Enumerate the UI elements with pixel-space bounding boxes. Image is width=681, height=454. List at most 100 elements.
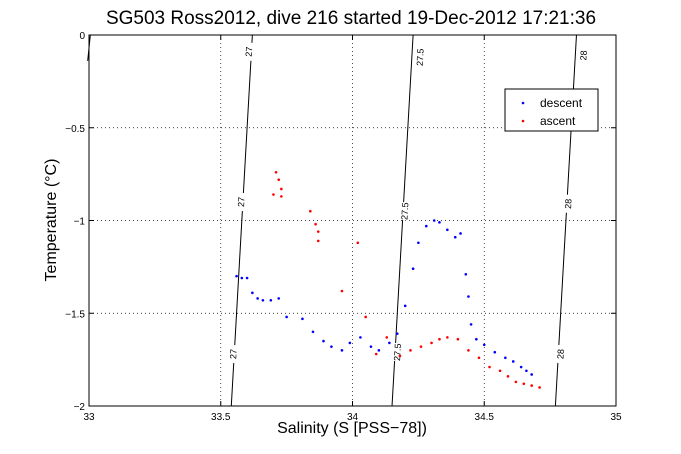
y-tick-label: 0 [79,31,85,42]
data-point-descent [245,276,249,280]
legend-label-descent: descent [540,96,583,110]
y-tick-label: −1 [74,217,86,228]
data-point-descent [388,341,391,345]
data-point-descent [277,297,281,300]
data-point-ascent [446,336,449,339]
data-point-descent [340,349,344,352]
contour-label: 28 [563,199,574,210]
data-point-ascent [419,345,423,348]
contour-label-bg [227,344,239,364]
y-axis-label: Temperature (°C) [43,159,60,282]
x-tick-label: 35 [610,412,622,423]
contour-label: 28 [578,50,589,61]
data-point-descent [438,221,441,224]
x-tick-label: 34 [347,412,359,423]
data-point-ascent [356,241,360,245]
legend-marker-descent [521,101,525,105]
data-point-descent [511,360,515,363]
data-point-ascent [530,384,533,387]
data-point-descent [424,224,428,228]
legend-box [504,88,599,132]
data-point-descent [301,317,304,321]
x-tick-label: 33 [83,412,95,423]
data-point-ascent [274,170,278,174]
contour-label: 27 [236,197,247,208]
data-point-ascent [385,336,389,339]
data-point-descent [395,332,399,335]
data-point-descent [403,304,407,308]
data-point-ascent [280,195,283,198]
data-point-ascent [314,222,317,226]
y-tick-label: −1.5 [65,309,85,320]
data-point-descent [453,235,457,239]
data-point-descent [519,365,523,369]
data-point-ascent [272,193,275,196]
data-point-ascent [409,349,412,352]
contour-label-bg [555,344,567,364]
y-tick-label: −0.5 [65,124,85,135]
contour-label-bg [414,47,426,67]
data-point-descent [467,295,470,298]
contour-label-bg [243,42,255,61]
data-point-descent [322,339,325,343]
contour-label: 28 [555,349,566,360]
data-point-descent [464,272,468,276]
data-point-descent [235,274,238,278]
data-point-descent [285,315,288,319]
contour-label-bg [235,192,247,212]
data-point-ascent [514,380,518,384]
data-point-descent [240,276,244,280]
contour-label-bg [578,46,590,65]
data-point-ascent [467,349,470,352]
data-point-descent [530,373,533,376]
legend: descent ascent [504,88,599,132]
x-axis: 33 33.5 34 34.5 35 [83,35,622,423]
data-point-descent [251,291,254,295]
data-point-ascent [506,375,510,378]
chart-title: SG503 Ross2012, dive 216 started 19-Dec-… [106,8,596,29]
contour-label: 27.5 [399,202,410,220]
data-point-ascent [498,369,502,373]
data-point-descent [493,350,497,354]
data-point-descent [311,330,315,334]
x-tick-label: 33.5 [211,412,231,423]
data-points [235,170,541,389]
x-tick-label: 34.5 [475,412,495,423]
data-point-descent [359,336,362,339]
y-axis: 0 −0.5 −1 −1.5 −2 [65,31,616,413]
data-point-ascent [309,209,312,213]
density-contour-line [230,34,253,407]
contour-label-bg [562,194,574,214]
data-point-descent [475,337,478,341]
data-point-descent [348,341,352,345]
contour-label: 27 [244,46,255,57]
data-point-ascent [456,337,460,341]
data-point-descent [446,228,449,232]
legend-label-ascent: ascent [540,114,576,128]
data-point-descent [330,345,333,348]
data-point-descent [459,232,462,235]
contour-label: 27.5 [415,48,426,66]
contour-label-bg [399,201,411,221]
data-point-ascent [477,356,481,360]
data-point-descent [411,267,415,271]
data-point-descent [377,349,381,352]
contour-label: 27.5 [392,343,403,361]
data-point-descent [269,298,273,302]
data-point-ascent [280,187,283,191]
y-tick-label: −2 [74,402,86,413]
data-point-descent [525,369,528,373]
data-point-ascent [374,352,378,356]
data-point-descent [482,343,486,347]
data-point-ascent [340,289,344,293]
data-point-ascent [438,337,441,341]
x-axis-label: Salinity (S [PSS−78]) [277,420,427,437]
data-point-descent [261,298,265,302]
data-point-descent [504,356,507,360]
data-point-descent [369,345,373,348]
legend-marker-ascent [521,119,525,123]
data-point-descent [469,323,473,326]
data-point-descent [432,219,436,222]
data-point-descent [256,297,259,300]
